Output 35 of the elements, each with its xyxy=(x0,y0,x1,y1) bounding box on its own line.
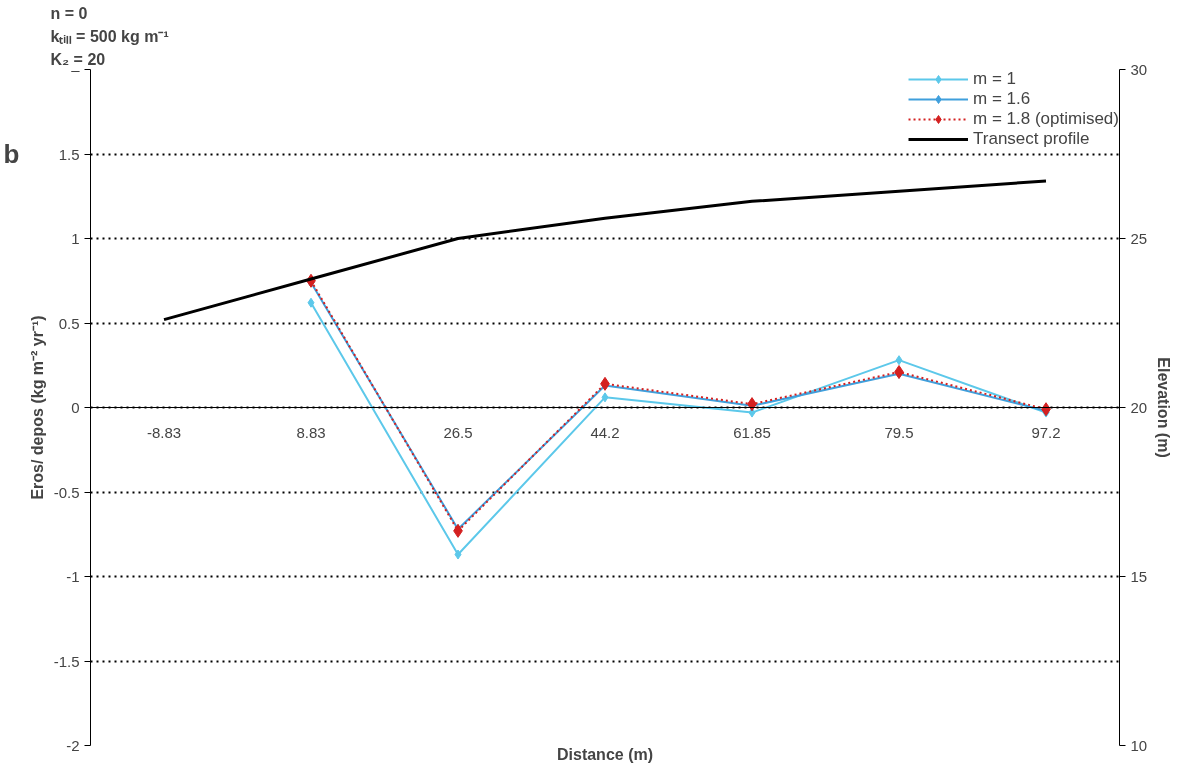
text: b xyxy=(3,139,20,169)
y2-tick-label: 10 xyxy=(1130,736,1148,754)
y-tick-label: 1 xyxy=(71,230,80,247)
x-tick-label: 44.2 xyxy=(590,423,620,441)
y2-tick-label: 25 xyxy=(1130,229,1148,247)
text: n = 0 xyxy=(50,4,88,22)
y-tick-label: -1 xyxy=(66,568,80,585)
x-tick-label: 8.83 xyxy=(296,423,326,441)
y2-tick-label: 20 xyxy=(1130,398,1148,416)
point xyxy=(307,297,315,308)
y-tick-label: 0.5 xyxy=(58,314,80,332)
x-tick-label: 26.5 xyxy=(443,423,473,441)
legend-label: m = 1.6 xyxy=(973,89,1031,109)
y2-tick-label: 15 xyxy=(1130,567,1148,585)
x-axis-title: Distance (m) xyxy=(556,745,654,763)
y-tick-label: -0.5 xyxy=(53,483,80,501)
y-axis-title: Eros/ depos (kg m⁻² yr⁻¹) xyxy=(28,315,46,500)
legend-label: Transect profile xyxy=(973,129,1090,149)
legend-label: m = 1 xyxy=(973,69,1017,89)
legend-label: m = 1.8 (optimised) xyxy=(973,109,1119,129)
y2-tick-label: 30 xyxy=(1130,60,1148,78)
y2-axis-title: Elevation (m) xyxy=(1155,357,1173,458)
point xyxy=(601,392,609,403)
point xyxy=(454,549,462,560)
y-tick-label: -2 xyxy=(66,737,80,754)
y-tick-label: 1.5 xyxy=(58,145,80,163)
point xyxy=(895,355,903,366)
x-tick-label: 61.85 xyxy=(733,423,771,441)
text: kₜᵢₗₗ = 500 kg m⁻¹ xyxy=(50,27,169,45)
line-series xyxy=(162,179,1048,322)
y-tick-label: -1.5 xyxy=(53,652,80,670)
x-tick-label: -8.83 xyxy=(146,423,182,441)
y-tick-label: 0 xyxy=(71,399,80,416)
x-tick-label: 97.2 xyxy=(1031,423,1061,441)
x-tick-label: 79.5 xyxy=(884,423,914,441)
